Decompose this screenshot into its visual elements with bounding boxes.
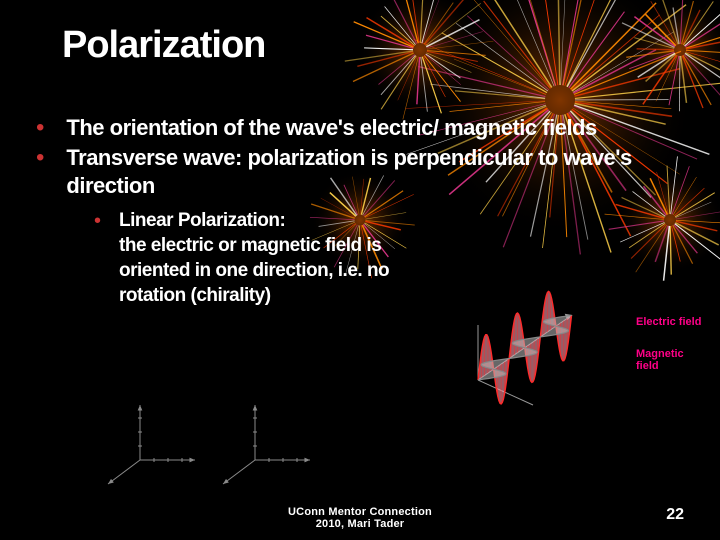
axes-figure <box>80 380 330 500</box>
magnetic-field-label: Magnetic field <box>636 348 708 372</box>
bullet-text: The orientation of the wave's electric/ … <box>66 114 596 142</box>
footer-text: UConn Mentor Connection2010, Mari Tader <box>0 506 720 530</box>
bullet-marker: • <box>94 208 101 308</box>
bullet-item: • The orientation of the wave's electric… <box>36 114 676 142</box>
bullet-item: • Transverse wave: polarization is perpe… <box>36 144 676 200</box>
bullet-text: Transverse wave: polarization is perpend… <box>66 144 676 200</box>
sub-bullet-text: Linear Polarization: the electric or mag… <box>119 208 419 308</box>
bullet-marker: • <box>36 144 44 200</box>
bullet-marker: • <box>36 114 44 142</box>
em-wave-figure: Electric field Magnetic field <box>458 260 708 440</box>
slide-number: 22 <box>666 506 684 524</box>
slide-title: Polarization <box>62 24 265 67</box>
electric-field-label: Electric field <box>636 316 701 328</box>
